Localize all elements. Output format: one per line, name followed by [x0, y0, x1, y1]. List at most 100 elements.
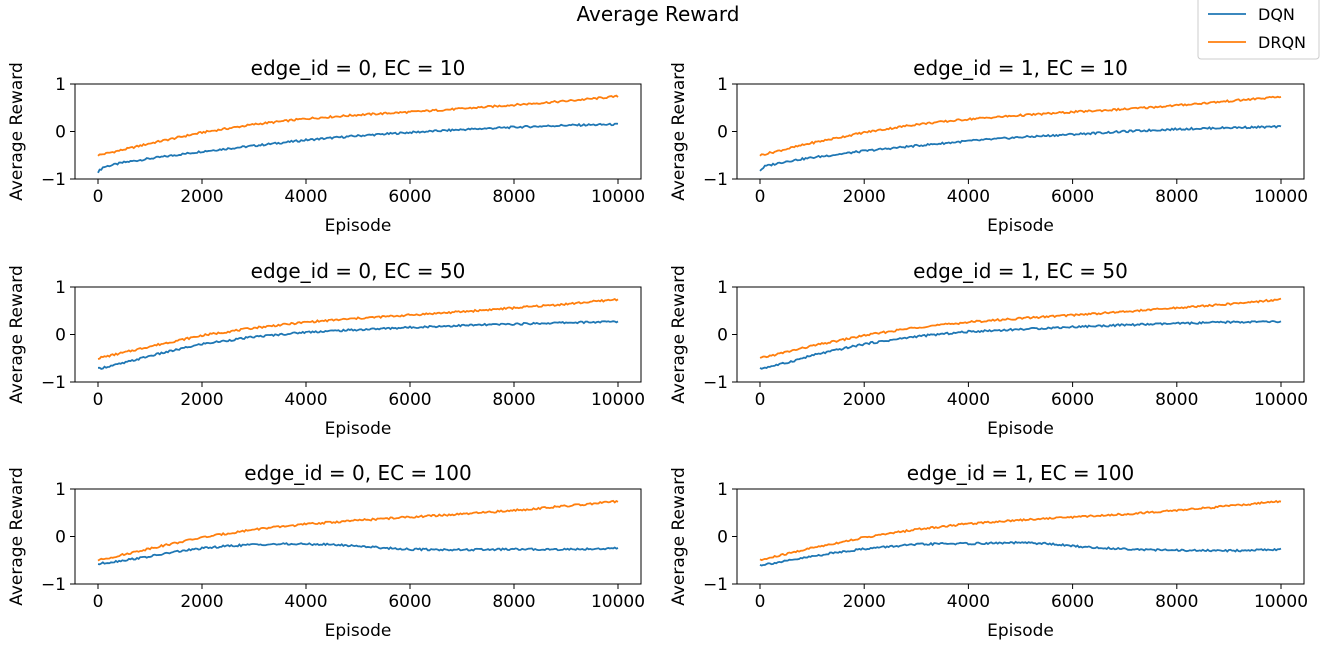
- y-tick-label: 1: [717, 75, 728, 95]
- y-tick-label: 1: [55, 75, 66, 95]
- y-tick-label: −1: [41, 575, 66, 595]
- y-tick-label: −1: [41, 373, 66, 393]
- y-axis-label: Average Reward: [7, 62, 27, 201]
- x-tick-label: 0: [755, 390, 766, 410]
- legend: DQN DRQN: [1197, 0, 1320, 60]
- y-axis-label: Average Reward: [669, 62, 689, 201]
- x-tick-label: 0: [755, 187, 766, 207]
- y-axis-label: Average Reward: [669, 265, 689, 404]
- subplot-4: 0 2000 4000 6000 8000 10000 −1 0 1 edge_id = 1, E…: [669, 259, 1308, 439]
- axes-frame: [736, 83, 1305, 180]
- x-tick-label: 6000: [1051, 187, 1094, 207]
- series-line-dqn: [97, 542, 619, 566]
- x-tick-label: 6000: [388, 592, 431, 612]
- subplot-5: 0 2000 4000 6000 8000 10000 −1 0 1 edge_id = 0, E…: [7, 461, 645, 641]
- series-line-drqn: [759, 95, 1282, 157]
- x-tick-label: 0: [93, 390, 104, 410]
- series-line-dqn: [97, 122, 619, 174]
- x-tick-label: 4000: [284, 187, 327, 207]
- x-tick-label: 0: [93, 187, 104, 207]
- x-tick-label: 6000: [388, 187, 431, 207]
- y-tick-label: −1: [703, 373, 728, 393]
- x-tick-label: 8000: [492, 592, 535, 612]
- x-axis-label: Episode: [987, 216, 1054, 236]
- x-tick-label: 0: [755, 592, 766, 612]
- x-tick-label: 8000: [492, 390, 535, 410]
- x-tick-label: 4000: [947, 592, 990, 612]
- legend-dqn-label: DQN: [1258, 5, 1295, 24]
- series-line-dqn: [97, 320, 619, 370]
- y-tick-label: −1: [703, 170, 728, 190]
- y-tick-label: 1: [717, 278, 728, 298]
- y-tick-label: 0: [55, 123, 66, 143]
- y-tick-label: 0: [717, 123, 728, 143]
- x-axis-label: Episode: [325, 216, 392, 236]
- axes-frame: [736, 488, 1305, 585]
- subplot-2: 0 2000 4000 6000 8000 10000 −1 0 1 edge_id = 1, E…: [669, 56, 1308, 236]
- x-tick-label: 4000: [284, 592, 327, 612]
- y-axis-label: Average Reward: [669, 467, 689, 606]
- x-tick-label: 6000: [1051, 390, 1094, 410]
- subplot-title: edge_id = 0, EC = 10: [251, 56, 466, 80]
- x-axis-label: Episode: [987, 419, 1054, 439]
- series-line-drqn: [759, 499, 1282, 562]
- x-tick-label: 6000: [388, 390, 431, 410]
- x-tick-label: 2000: [180, 592, 223, 612]
- subplot-title: edge_id = 1, EC = 100: [907, 461, 1134, 485]
- x-axis-label: Episode: [325, 419, 392, 439]
- x-tick-label: 2000: [843, 592, 886, 612]
- x-axis-label: Episode: [325, 621, 392, 641]
- x-tick-label: 10000: [1254, 390, 1308, 410]
- y-tick-label: 0: [717, 326, 728, 346]
- y-tick-label: 0: [55, 528, 66, 548]
- x-tick-label: 4000: [947, 187, 990, 207]
- subplot-6: 0 2000 4000 6000 8000 10000 −1 0 1 edge_id = 1, E…: [669, 461, 1308, 641]
- x-tick-label: 8000: [1155, 187, 1198, 207]
- x-tick-label: 2000: [843, 187, 886, 207]
- y-tick-label: 1: [55, 480, 66, 500]
- x-tick-label: 10000: [591, 592, 645, 612]
- x-tick-label: 10000: [591, 390, 645, 410]
- axes-frame: [74, 286, 642, 383]
- x-tick-label: 10000: [1254, 187, 1308, 207]
- x-axis-label: Episode: [987, 621, 1054, 641]
- x-tick-label: 8000: [1155, 390, 1198, 410]
- series-line-dqn: [759, 124, 1282, 172]
- y-tick-label: 1: [55, 278, 66, 298]
- figure-title: Average Reward: [577, 2, 740, 26]
- x-tick-label: 0: [93, 592, 104, 612]
- subplot-1: 0 2000 4000 6000 8000 10000 −1 0 1 edge_id = 0, E…: [7, 56, 645, 236]
- y-tick-label: 1: [717, 480, 728, 500]
- y-tick-label: 0: [55, 326, 66, 346]
- series-line-drqn: [759, 297, 1282, 359]
- y-tick-label: −1: [41, 170, 66, 190]
- x-tick-label: 6000: [1051, 592, 1094, 612]
- series-line-drqn: [97, 94, 619, 157]
- x-tick-label: 2000: [180, 390, 223, 410]
- series-line-dqn: [759, 320, 1282, 370]
- x-tick-label: 2000: [843, 390, 886, 410]
- x-tick-label: 8000: [492, 187, 535, 207]
- legend-drqn-label: DRQN: [1258, 33, 1306, 52]
- subplot-title: edge_id = 0, EC = 50: [251, 259, 466, 283]
- x-tick-label: 10000: [591, 187, 645, 207]
- axes-frame: [736, 286, 1305, 383]
- subplot-title: edge_id = 1, EC = 10: [913, 56, 1128, 80]
- y-tick-label: 0: [717, 528, 728, 548]
- axes-frame: [74, 83, 642, 180]
- x-tick-label: 4000: [284, 390, 327, 410]
- y-axis-label: Average Reward: [7, 467, 27, 606]
- x-tick-label: 10000: [1254, 592, 1308, 612]
- y-tick-label: −1: [703, 575, 728, 595]
- x-tick-label: 4000: [947, 390, 990, 410]
- x-tick-label: 2000: [180, 187, 223, 207]
- subplot-title: edge_id = 0, EC = 100: [244, 461, 471, 485]
- x-tick-label: 8000: [1155, 592, 1198, 612]
- axes-frame: [74, 488, 642, 585]
- series-line-drqn: [97, 297, 619, 360]
- y-axis-label: Average Reward: [7, 265, 27, 404]
- series-line-drqn: [97, 499, 619, 562]
- subplot-3: 0 2000 4000 6000 8000 10000 −1 0 1 edge_id = 0, E…: [7, 259, 645, 439]
